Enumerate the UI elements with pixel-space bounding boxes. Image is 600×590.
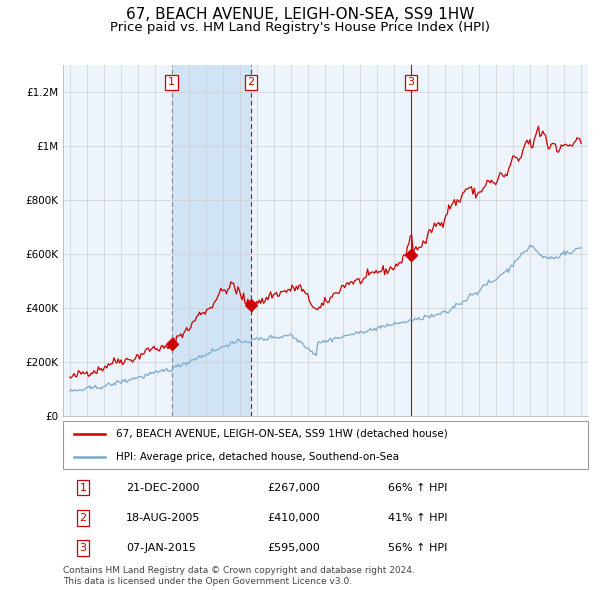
Text: 07-JAN-2015: 07-JAN-2015 bbox=[126, 543, 196, 553]
Text: 56% ↑ HPI: 56% ↑ HPI bbox=[389, 543, 448, 553]
Bar bbox=[172, 65, 251, 416]
Text: 67, BEACH AVENUE, LEIGH-ON-SEA, SS9 1HW: 67, BEACH AVENUE, LEIGH-ON-SEA, SS9 1HW bbox=[126, 7, 474, 22]
Text: HPI: Average price, detached house, Southend-on-Sea: HPI: Average price, detached house, Sout… bbox=[115, 452, 398, 462]
FancyBboxPatch shape bbox=[63, 421, 588, 469]
Text: 3: 3 bbox=[407, 77, 415, 87]
Text: 1: 1 bbox=[168, 77, 175, 87]
Text: 21-DEC-2000: 21-DEC-2000 bbox=[126, 483, 199, 493]
Text: 2: 2 bbox=[247, 77, 254, 87]
Text: £410,000: £410,000 bbox=[268, 513, 320, 523]
Text: 67, BEACH AVENUE, LEIGH-ON-SEA, SS9 1HW (detached house): 67, BEACH AVENUE, LEIGH-ON-SEA, SS9 1HW … bbox=[115, 429, 447, 439]
Text: Contains HM Land Registry data © Crown copyright and database right 2024.
This d: Contains HM Land Registry data © Crown c… bbox=[63, 566, 415, 586]
Text: 1: 1 bbox=[79, 483, 86, 493]
Text: £267,000: £267,000 bbox=[268, 483, 320, 493]
Text: 18-AUG-2005: 18-AUG-2005 bbox=[126, 513, 200, 523]
Text: 41% ↑ HPI: 41% ↑ HPI bbox=[389, 513, 448, 523]
Text: 3: 3 bbox=[79, 543, 86, 553]
Text: Price paid vs. HM Land Registry's House Price Index (HPI): Price paid vs. HM Land Registry's House … bbox=[110, 21, 490, 34]
Text: £595,000: £595,000 bbox=[268, 543, 320, 553]
Text: 2: 2 bbox=[79, 513, 86, 523]
Text: 66% ↑ HPI: 66% ↑ HPI bbox=[389, 483, 448, 493]
